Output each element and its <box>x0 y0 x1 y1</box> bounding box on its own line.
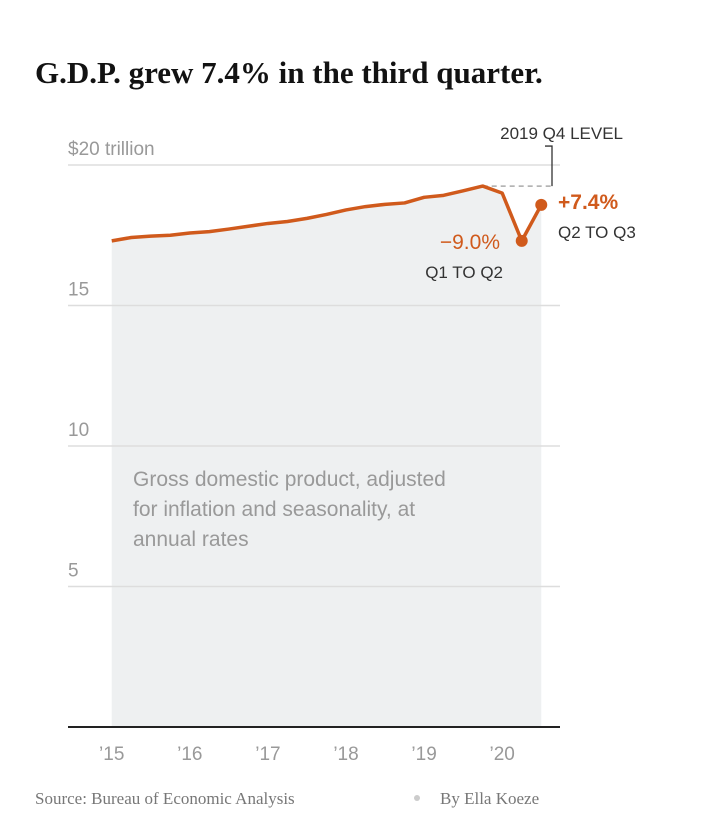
x-tick-label: ’20 <box>490 744 515 765</box>
x-tick-label: ’16 <box>177 744 202 765</box>
y-tick-label: 5 <box>68 561 79 582</box>
note-line: annual rates <box>133 528 249 551</box>
annotation: Q2 TO Q3 <box>558 223 636 242</box>
chart-title: G.D.P. grew 7.4% in the third quarter. <box>35 55 543 90</box>
y-tick-label: 10 <box>68 420 89 441</box>
source: Source: Bureau of Economic Analysis <box>35 789 295 808</box>
annotation: +7.4% <box>558 191 618 214</box>
x-tick-label: ’17 <box>255 744 280 765</box>
note-line: for inflation and seasonality, at <box>133 498 415 521</box>
area <box>111 186 542 727</box>
annotation: 2019 Q4 LEVEL <box>500 124 623 143</box>
note-line: Gross domestic product, adjusted <box>133 468 446 491</box>
separator-dot <box>414 795 420 801</box>
x-tick-label: ’19 <box>411 744 436 765</box>
y-tick-label: $20 trillion <box>68 139 155 160</box>
x-tick-label: ’15 <box>99 744 124 765</box>
line <box>111 184 543 243</box>
annotation: Q1 TO Q2 <box>425 263 503 282</box>
point <box>515 234 528 247</box>
byline: By Ella Koeze <box>440 789 539 808</box>
point <box>535 198 548 211</box>
annotation: −9.0% <box>440 231 500 254</box>
reference-leader <box>545 145 553 187</box>
y-tick-label: 15 <box>68 280 89 301</box>
x-tick-label: ’18 <box>333 744 358 765</box>
